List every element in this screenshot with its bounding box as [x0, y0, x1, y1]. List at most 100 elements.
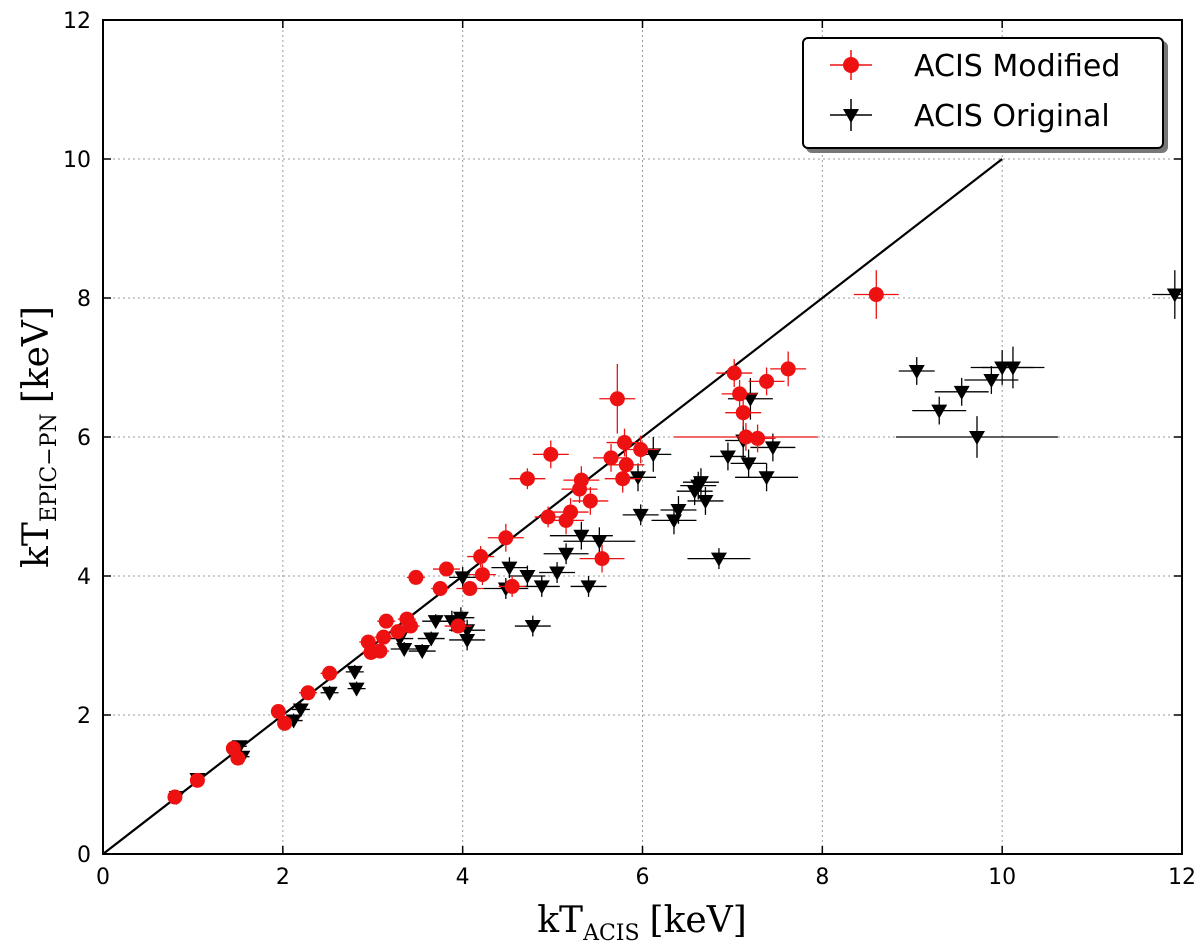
- data-point-acis-modified: [563, 466, 600, 494]
- y-axis-label-sub: EPIC−PN: [37, 413, 62, 522]
- x-axis-label-sub: ACIS: [582, 921, 639, 943]
- x-tick-label: 10: [988, 865, 1016, 890]
- data-point-acis-modified: [374, 629, 393, 645]
- data-point-acis-modified: [498, 576, 526, 597]
- y-axis-label: kTEPIC−PN [keV]: [16, 306, 62, 568]
- data-point-acis-modified: [167, 789, 183, 805]
- data-point-acis-original: [491, 557, 528, 579]
- data-point-acis-modified: [509, 468, 546, 490]
- data-point-acis-modified: [673, 423, 818, 451]
- data-point-acis-modified: [599, 364, 636, 434]
- data-point-acis-original: [347, 681, 366, 697]
- data-point-acis-modified: [468, 564, 496, 586]
- data-point-acis-original: [345, 664, 364, 680]
- data-point-acis-original: [1152, 270, 1182, 319]
- data-point-acis-modified: [277, 715, 293, 731]
- data-point-acis-original: [687, 548, 751, 570]
- one-to-one-line: [103, 158, 1003, 854]
- data-point-acis-original: [682, 468, 719, 497]
- legend-marker-acis-modified: [830, 50, 872, 80]
- y-tick-label: 0: [77, 843, 91, 868]
- data-point-acis-original: [408, 644, 436, 660]
- data-point-acis-original: [539, 562, 576, 583]
- data-point-acis-modified: [189, 772, 205, 788]
- y-axis-label-unit: [keV]: [16, 306, 57, 403]
- data-point-acis-modified: [532, 440, 569, 469]
- data-point-acis-original: [981, 346, 1045, 389]
- data-point-acis-modified: [377, 613, 396, 629]
- data-point-acis-original: [523, 576, 560, 597]
- x-axis-label-unit: [keV]: [650, 900, 747, 941]
- x-tick-label: 12: [1168, 865, 1196, 890]
- data-point-acis-modified: [230, 750, 246, 766]
- y-tick-label: 2: [77, 704, 91, 729]
- y-tick-label: 10: [63, 148, 91, 173]
- data-point-acis-modified: [608, 450, 645, 479]
- y-tick-label: 12: [63, 9, 91, 34]
- data-point-acis-modified: [401, 618, 420, 634]
- data-point-acis-modified: [552, 498, 589, 526]
- data-point-acis-modified: [593, 443, 630, 472]
- data-point-acis-original: [514, 615, 551, 637]
- data-point-acis-modified: [853, 270, 899, 319]
- data-point-acis-modified: [721, 380, 758, 408]
- data-point-acis-modified: [370, 643, 389, 659]
- data-point-acis-original: [570, 576, 607, 597]
- legend-marker-acis-original: [830, 99, 872, 131]
- data-point-acis-original: [660, 496, 697, 524]
- data-point-acis-original: [735, 463, 799, 492]
- data-point-acis-modified: [388, 624, 407, 640]
- x-tick-label: 2: [276, 865, 290, 890]
- data-point-acis-original: [898, 357, 935, 385]
- data-point-acis-modified: [270, 704, 286, 720]
- data-point-acis-modified: [431, 581, 450, 597]
- legend-box: [802, 37, 1164, 149]
- data-point-acis-original: [709, 442, 746, 471]
- data-point-acis-original: [449, 629, 486, 651]
- data-point-acis-original: [964, 366, 1019, 394]
- data-point-acis-original: [563, 527, 636, 556]
- data-point-acis-modified: [572, 487, 609, 515]
- x-tick-label: 8: [815, 865, 829, 890]
- axis-ticks: 0 2 4 6 8 10 12 0 2 4 6 8 10 12: [63, 9, 1196, 890]
- data-point-acis-modified: [606, 428, 643, 457]
- data-point-acis-original: [896, 416, 1058, 458]
- legend-label-acis-original: ACIS Original: [914, 99, 1110, 134]
- data-point-acis-modified: [487, 523, 524, 552]
- x-tick-label: 6: [636, 865, 650, 890]
- y-axis-label-main: kT: [16, 522, 57, 568]
- data-point-acis-modified: [320, 665, 339, 681]
- data-point-acis-modified: [467, 546, 495, 567]
- data-point-acis-modified: [579, 544, 625, 573]
- x-tick-label: 0: [96, 865, 110, 890]
- data-point-acis-original: [509, 565, 546, 587]
- data-point-acis-original: [390, 642, 418, 657]
- data-point-acis-modified: [432, 561, 460, 577]
- data-point-acis-modified: [406, 569, 425, 585]
- data-point-acis-original: [320, 685, 339, 701]
- reference-line-layer: [103, 158, 1003, 854]
- data-points-layer: [167, 270, 1182, 806]
- data-point-acis-modified: [748, 367, 785, 396]
- data-point-acis-original: [912, 396, 967, 425]
- data-point-acis-original: [934, 377, 989, 406]
- data-point-acis-original: [730, 449, 767, 478]
- data-point-acis-modified: [299, 685, 318, 701]
- data-point-acis-original: [417, 631, 445, 647]
- x-tick-label: 4: [456, 865, 470, 890]
- x-axis-label: kTACIS [keV]: [537, 900, 747, 943]
- y-tick-label: 6: [77, 426, 91, 451]
- data-point-acis-modified: [622, 435, 659, 464]
- data-point-acis-modified: [456, 581, 484, 597]
- data-point-acis-original: [449, 566, 477, 588]
- legend: ACIS Modified ACIS Original: [802, 37, 1164, 149]
- data-point-acis-original: [622, 504, 659, 526]
- data-point-acis-modified: [770, 351, 807, 387]
- legend-label-acis-modified: ACIS Modified: [914, 49, 1120, 84]
- data-point-acis-original: [543, 543, 589, 565]
- data-point-acis-modified: [716, 359, 753, 387]
- data-point-acis-modified: [444, 618, 472, 634]
- y-tick-label: 4: [77, 565, 91, 590]
- data-point-acis-original: [687, 487, 724, 515]
